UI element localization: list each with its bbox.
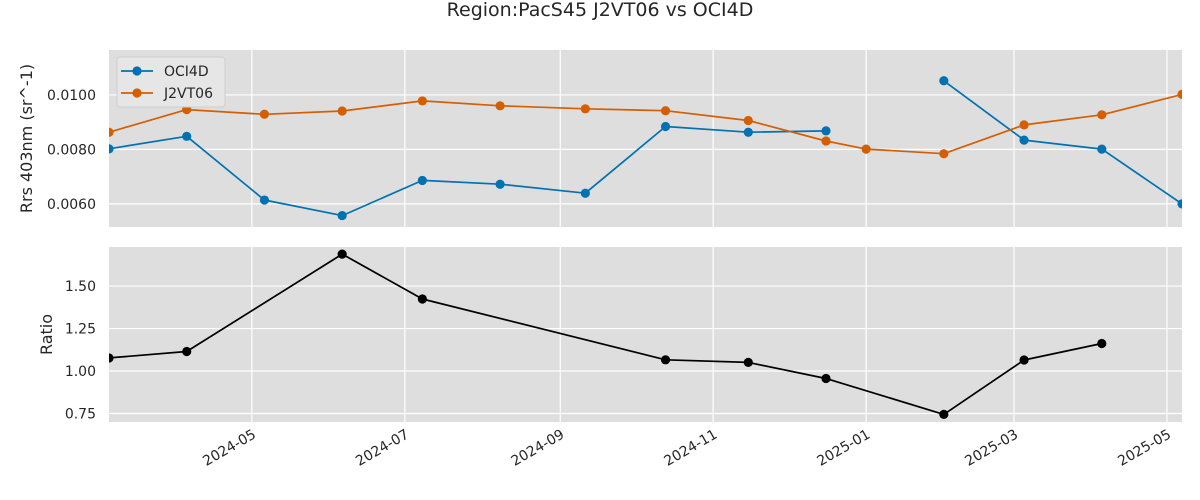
- y-tick-label: 1.50: [65, 279, 96, 295]
- x-tick-label: 2025-03: [962, 427, 1021, 470]
- x-tick-label: 2025-05: [1115, 427, 1174, 470]
- series-line: [109, 125, 827, 217]
- plot-area: [109, 50, 1182, 227]
- data-point: [109, 144, 114, 154]
- data-point: [821, 373, 831, 384]
- series-j2vt06: [109, 89, 1182, 159]
- data-point: [580, 104, 590, 114]
- data-point: [660, 355, 671, 365]
- data-point: [337, 210, 347, 221]
- series-oci4d: [109, 76, 1182, 221]
- data-point: [337, 106, 347, 116]
- data-point: [495, 101, 505, 111]
- panel-1: 0.0060 0.0080 0.0100 Rrs 403nm (sr^-1) OCI4D…: [17, 50, 1182, 227]
- data-point: [580, 188, 590, 198]
- data-point: [939, 409, 949, 419]
- data-point: [939, 76, 949, 86]
- y-tick-label: 1.25: [65, 322, 96, 338]
- plot-area: [109, 247, 1182, 422]
- data-point: [743, 127, 753, 137]
- data-point: [495, 179, 505, 189]
- data-point: [660, 121, 671, 132]
- data-point: [1097, 110, 1107, 120]
- series-ratio: [109, 249, 1107, 419]
- y-axis-label: Ratio: [37, 314, 56, 355]
- data-point: [743, 115, 753, 126]
- data-point: [417, 175, 427, 186]
- x-tick-label: 2025-01: [814, 427, 873, 470]
- data-point: [259, 195, 270, 205]
- legend-swatch-marker: [132, 66, 142, 76]
- chart-title: Region:PacS45 J2VT06 vs OCI4D: [447, 0, 754, 21]
- data-point: [1097, 338, 1107, 349]
- data-point: [660, 106, 671, 116]
- data-point: [109, 353, 114, 363]
- data-point: [417, 96, 427, 106]
- y-axis-label: Rrs 403nm (sr^-1): [17, 64, 36, 213]
- data-point: [259, 109, 270, 119]
- y-tick-label: 0.0080: [47, 142, 96, 158]
- data-point: [1177, 199, 1182, 209]
- data-point: [182, 131, 192, 141]
- series-line: [943, 80, 1182, 205]
- data-point: [1019, 120, 1029, 130]
- legend-label: J2VT06: [163, 86, 213, 102]
- y-tick-label: 0.0060: [47, 197, 96, 213]
- data-point: [1019, 355, 1029, 365]
- x-tick-label: 2024-11: [662, 427, 721, 470]
- y-tick-label: 0.0100: [47, 88, 96, 104]
- data-point: [861, 144, 871, 154]
- series-layer: [109, 76, 1182, 221]
- data-point: [1177, 89, 1182, 99]
- legend-swatch-marker: [132, 88, 142, 98]
- y-tick-label: 0.75: [65, 407, 96, 423]
- data-point: [1097, 144, 1107, 154]
- data-point: [1019, 135, 1029, 145]
- data-point: [337, 249, 347, 259]
- series-layer: [109, 249, 1107, 419]
- panel-2: 0.75 1.00 1.25 1.50 Ratio: [37, 247, 1182, 423]
- data-point: [743, 357, 753, 367]
- data-point: [109, 127, 114, 137]
- data-point: [182, 346, 192, 357]
- x-tick-label: 2024-05: [200, 427, 259, 470]
- data-point: [821, 136, 831, 146]
- x-tick-label: 2024-07: [353, 427, 412, 470]
- data-point: [417, 294, 427, 304]
- y-tick-label: 1.00: [65, 364, 96, 380]
- data-point: [939, 149, 949, 159]
- legend: OCI4D J2VT06: [116, 56, 226, 108]
- x-tick-label: 2024-09: [509, 427, 568, 470]
- x-axis: 2024-05 2024-07 2024-09 2024-11 2025-01 2025-…: [200, 427, 1174, 470]
- legend-box: [116, 56, 226, 108]
- data-point: [821, 126, 831, 136]
- series-line: [109, 253, 1102, 416]
- legend-label: OCI4D: [164, 64, 209, 80]
